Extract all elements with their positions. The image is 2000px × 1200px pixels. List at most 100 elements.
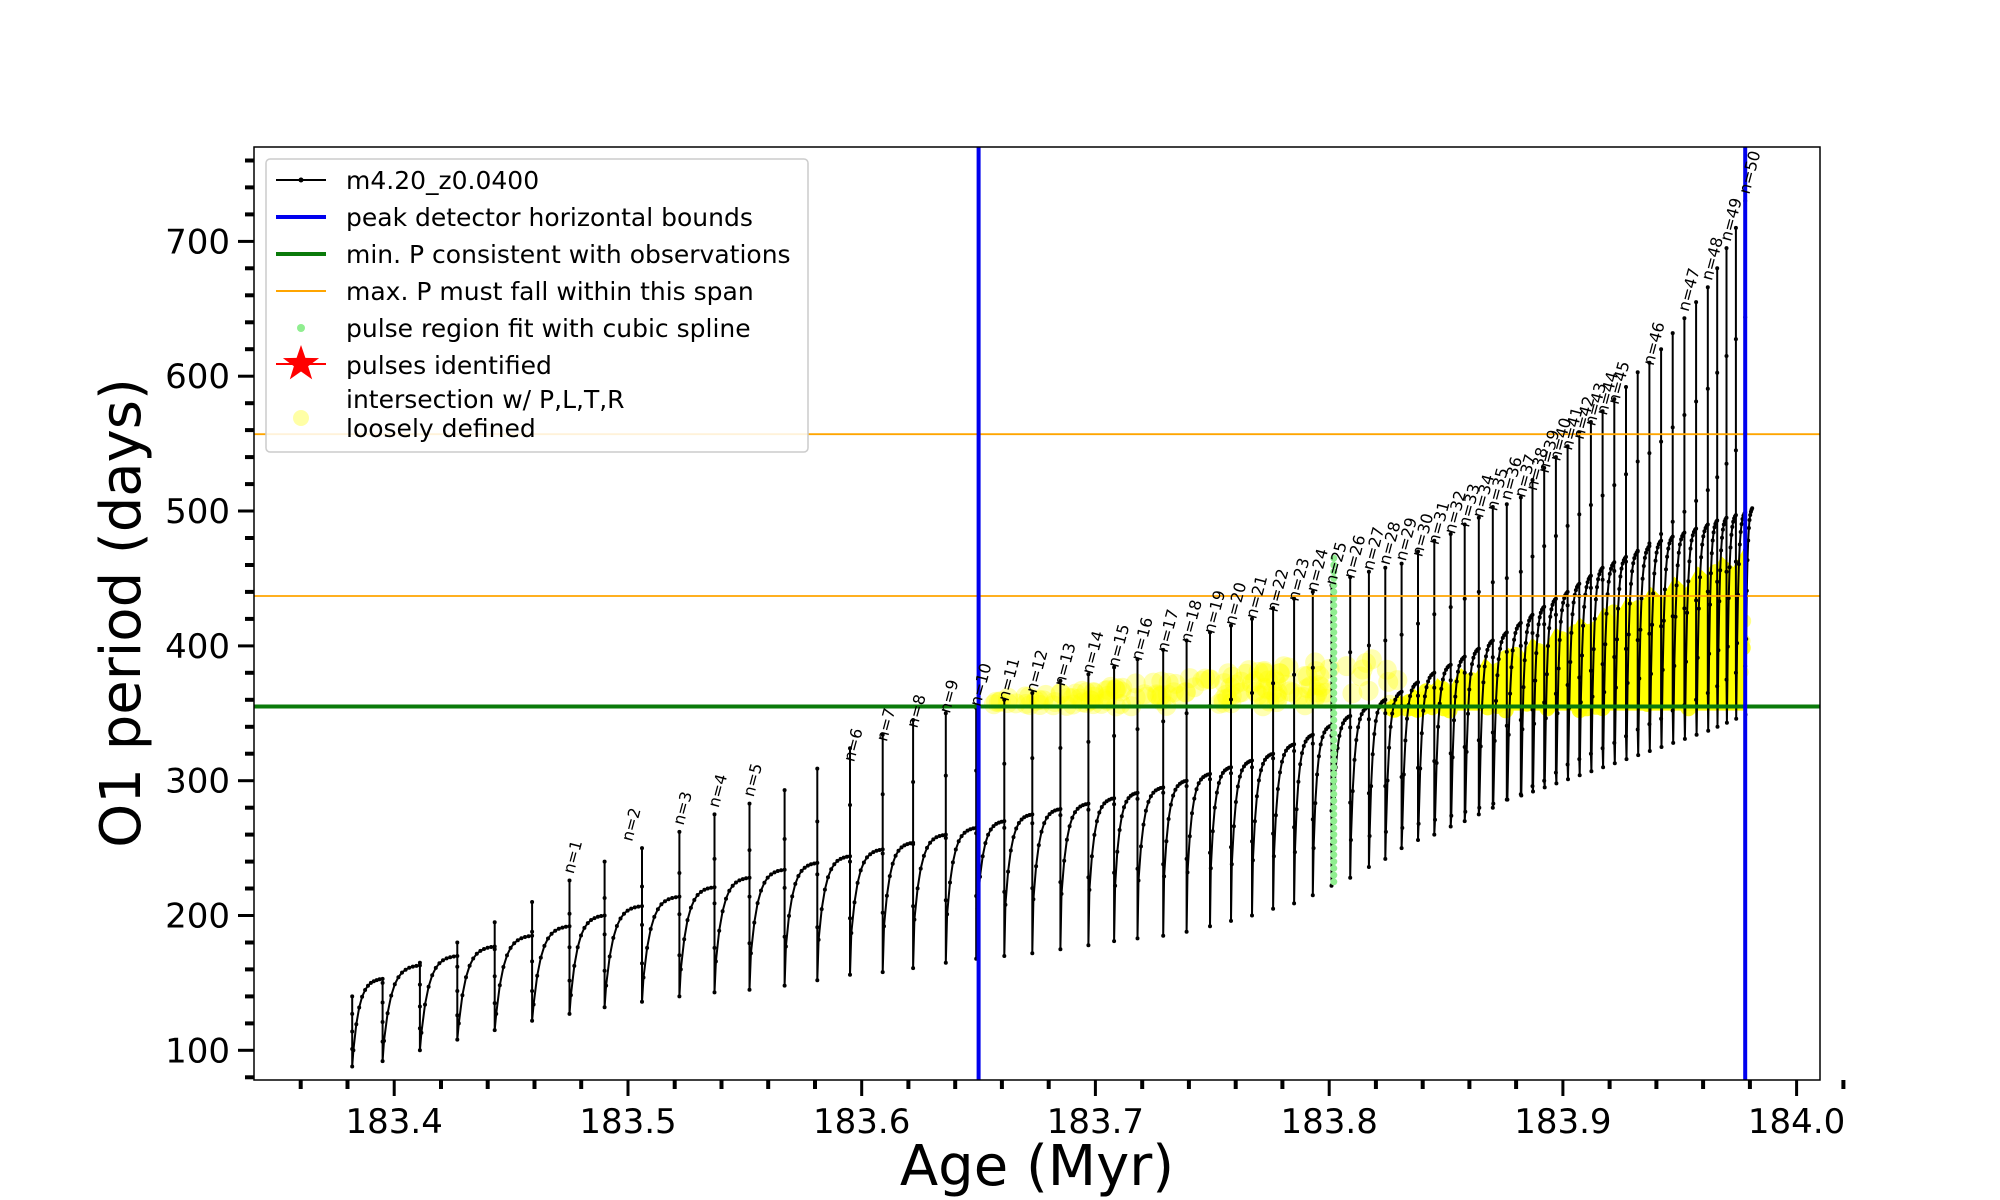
model-point	[380, 1000, 385, 1005]
model-point	[1733, 225, 1738, 230]
model-point	[1171, 793, 1176, 798]
model-point	[1630, 569, 1635, 574]
model-point	[426, 984, 431, 989]
model-point	[437, 961, 442, 966]
spline-point	[1330, 783, 1338, 791]
model-point	[835, 858, 840, 863]
model-point	[567, 1011, 572, 1016]
model-point	[1372, 732, 1377, 736]
model-point	[1112, 665, 1117, 670]
model-point	[478, 948, 483, 953]
model-point	[1542, 465, 1547, 470]
model-point	[988, 827, 993, 832]
model-point	[1490, 730, 1495, 735]
model-point	[1612, 560, 1617, 565]
model-point	[1615, 637, 1619, 642]
legend-label-bounds: peak detector horizontal bounds	[346, 203, 753, 232]
model-point	[1237, 774, 1242, 779]
model-point	[1454, 679, 1459, 684]
model-point	[666, 897, 671, 902]
model-point	[1504, 502, 1509, 507]
model-point	[1399, 689, 1404, 694]
intersection-point	[1151, 685, 1172, 706]
model-point	[1495, 673, 1500, 678]
model-point	[455, 989, 460, 993]
model-point	[959, 834, 964, 839]
intersection-point	[1650, 598, 1667, 615]
model-point	[1383, 697, 1388, 702]
model-point	[1135, 790, 1140, 795]
model-point	[1512, 637, 1517, 642]
model-point	[1620, 561, 1625, 566]
model-point	[1463, 809, 1468, 814]
model-point	[1705, 522, 1710, 527]
model-point	[819, 907, 824, 912]
model-point	[460, 993, 465, 998]
model-point	[911, 718, 916, 722]
model-point	[1042, 821, 1047, 826]
model-point	[455, 1037, 460, 1042]
model-point	[1214, 790, 1219, 795]
model-point	[1659, 532, 1664, 536]
model-point	[1383, 829, 1388, 834]
model-point	[918, 866, 923, 871]
model-point	[1695, 655, 1700, 660]
model-point	[712, 945, 717, 950]
model-point	[1119, 814, 1124, 819]
model-point	[485, 945, 490, 950]
model-point	[1718, 568, 1723, 573]
model-point	[747, 848, 752, 853]
model-point	[1403, 738, 1408, 743]
model-point	[1526, 623, 1530, 628]
model-point	[1044, 815, 1049, 820]
intersection-point	[1361, 649, 1382, 670]
model-point	[759, 888, 763, 893]
model-point	[1229, 771, 1233, 776]
model-point	[1058, 746, 1063, 750]
spline-point	[1330, 676, 1338, 684]
model-point	[1600, 565, 1605, 570]
model-point	[1136, 878, 1141, 883]
model-point	[508, 945, 513, 950]
model-point	[567, 878, 572, 883]
legend-label-intersection: intersection w/ P,L,T,R	[346, 385, 625, 414]
spline-point	[1330, 649, 1338, 657]
model-point	[1650, 622, 1655, 627]
model-point	[747, 875, 752, 880]
model-point	[389, 993, 394, 998]
model-point	[848, 859, 852, 864]
model-point	[1609, 566, 1613, 571]
model-point	[1612, 569, 1617, 573]
model-point	[943, 960, 948, 965]
model-point	[1298, 762, 1303, 767]
model-point	[1667, 541, 1672, 546]
model-point	[1600, 577, 1605, 582]
model-point	[1030, 951, 1035, 956]
model-point	[1011, 835, 1016, 840]
model-point	[1739, 522, 1744, 527]
model-point	[1416, 821, 1421, 826]
model-point	[1280, 759, 1284, 764]
model-point	[377, 977, 382, 982]
model-point	[1113, 883, 1118, 888]
model-point	[567, 924, 572, 929]
model-point	[747, 987, 752, 992]
model-point	[1631, 561, 1636, 566]
model-point	[1208, 850, 1212, 855]
model-point	[1674, 583, 1679, 588]
model-point	[1448, 751, 1453, 756]
model-point	[1184, 711, 1189, 716]
model-point	[1685, 610, 1690, 615]
model-point	[1282, 753, 1286, 757]
model-point	[682, 937, 687, 942]
model-point	[1570, 612, 1575, 617]
spline-point	[1330, 642, 1338, 650]
model-point	[1008, 848, 1013, 853]
model-point	[1229, 845, 1233, 850]
model-point	[1408, 694, 1413, 699]
model-point	[1058, 813, 1063, 818]
model-point	[1530, 554, 1535, 559]
model-point	[1670, 331, 1675, 336]
spline-point	[1330, 554, 1338, 562]
